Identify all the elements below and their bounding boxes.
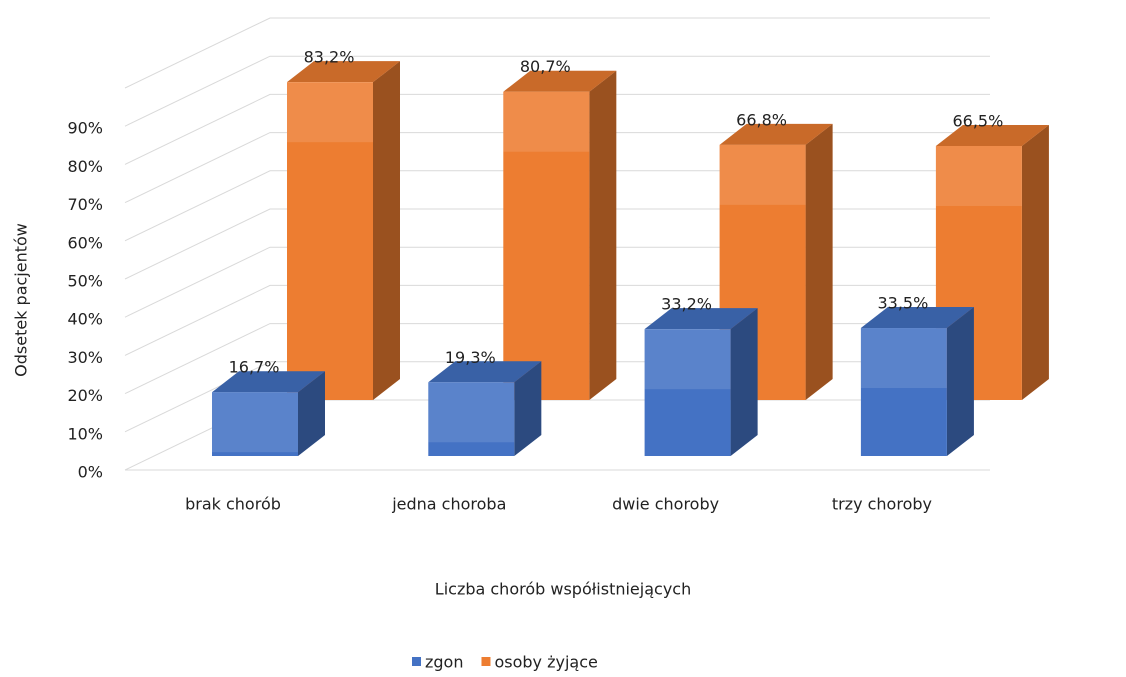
bar-side-shade xyxy=(373,61,400,401)
legend-swatch xyxy=(481,657,491,666)
bar-side xyxy=(1021,124,1049,400)
grid-line xyxy=(124,93,990,165)
bar-top-shade xyxy=(719,123,833,145)
y-tick-label: 70% xyxy=(67,195,103,214)
bar-side-shade xyxy=(1021,124,1049,400)
bar-top-shade xyxy=(287,61,400,83)
bar-top xyxy=(935,124,1049,146)
y-tick-label: 10% xyxy=(67,424,103,443)
value-label: 16,7% xyxy=(229,358,280,377)
y-tick-label: 40% xyxy=(67,310,103,329)
y-tick-label: 60% xyxy=(67,233,103,252)
bar-top xyxy=(860,307,974,329)
bar-top-shade xyxy=(644,308,758,330)
value-label: 33,2% xyxy=(661,295,712,314)
y-tick-label: 0% xyxy=(78,463,103,482)
bar-side xyxy=(373,61,400,401)
y-tick-label: 90% xyxy=(67,119,103,138)
bar xyxy=(428,382,515,456)
bar xyxy=(212,392,298,456)
bar-top xyxy=(719,123,833,145)
bar-side xyxy=(805,123,833,400)
value-label: 66,5% xyxy=(952,111,1003,130)
value-label: 80,7% xyxy=(520,57,571,76)
bar-highlight xyxy=(644,329,731,390)
bar-side xyxy=(730,308,758,456)
bar xyxy=(503,91,590,400)
bar-top-shade xyxy=(428,361,542,383)
bar-side-shade xyxy=(730,308,758,456)
legend-swatch xyxy=(412,657,421,666)
bar-highlight xyxy=(503,91,590,152)
bar xyxy=(287,82,373,401)
legend-label: zgon xyxy=(425,653,463,672)
x-tick-label: trzy choroby xyxy=(832,495,932,514)
bar-side-shade xyxy=(298,371,325,456)
y-tick-label: 30% xyxy=(67,348,103,367)
bar-highlight xyxy=(212,392,298,453)
bar-side-shade xyxy=(589,70,617,400)
legend-label: osoby żyjące xyxy=(494,653,597,672)
y-tick-label: 20% xyxy=(67,386,103,405)
bar-side xyxy=(589,70,617,400)
x-tick-label: brak chorób xyxy=(185,495,281,514)
y-tick-label: 50% xyxy=(67,272,103,291)
y-tick-label: 80% xyxy=(67,157,103,176)
bar-top-shade xyxy=(860,307,974,329)
bar-highlight xyxy=(935,145,1022,206)
bar-top xyxy=(428,361,542,383)
bar-top-shade xyxy=(212,371,325,393)
bar-side-shade xyxy=(946,307,974,456)
bar-side xyxy=(514,361,542,456)
grid-line xyxy=(124,55,990,127)
value-label: 83,2% xyxy=(304,48,355,67)
bar-side-shade xyxy=(514,361,542,456)
bar-top xyxy=(287,61,400,83)
bar-side-shade xyxy=(805,123,833,400)
x-tick-label: jedna choroba xyxy=(391,495,506,514)
value-label: 33,5% xyxy=(877,294,928,313)
bar-highlight xyxy=(719,144,806,205)
bar xyxy=(860,328,947,456)
bar-side xyxy=(298,371,325,456)
value-label: 66,8% xyxy=(736,110,787,129)
bar-highlight xyxy=(428,382,515,443)
y-axis-title: Odsetek pacjentów xyxy=(12,223,31,377)
bar-highlight xyxy=(860,328,947,389)
bar-side xyxy=(946,307,974,456)
x-tick-label: dwie choroby xyxy=(612,495,719,514)
value-label: 19,3% xyxy=(445,348,496,367)
bar-top xyxy=(503,70,617,92)
bar-top-shade xyxy=(503,70,617,92)
wall-top xyxy=(124,17,990,89)
x-axis-title: Liczba chorób współistniejących xyxy=(435,580,691,599)
bar xyxy=(644,329,731,456)
bar-highlight xyxy=(287,82,373,143)
bar-top-shade xyxy=(935,124,1049,146)
bar-top xyxy=(644,308,758,330)
bar-top xyxy=(212,371,325,393)
